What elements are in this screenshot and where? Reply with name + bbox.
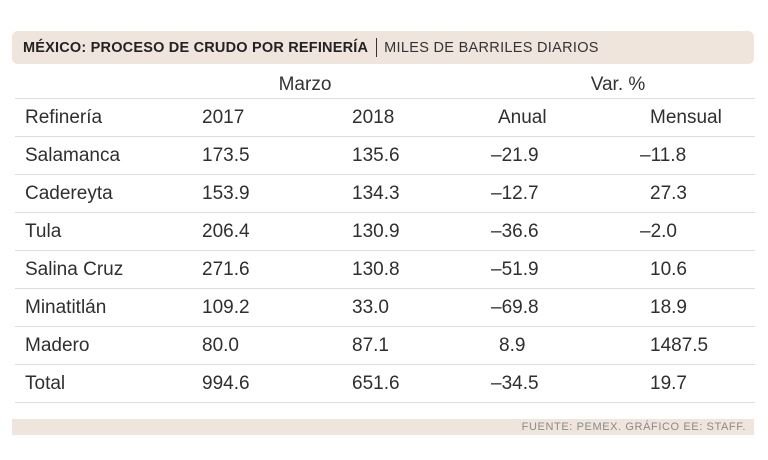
col-header-refineria: Refinería <box>25 107 103 128</box>
cell-2017: 109.2 <box>202 297 250 318</box>
cell-refinery: Tula <box>25 221 62 242</box>
cell-mensual-total: 19.7 <box>650 373 687 394</box>
cell-2017: 206.4 <box>202 221 250 242</box>
source-footer: FUENTE: PEMEX. GRÁFICO EE: STAFF. <box>12 419 754 435</box>
col-header-2017: 2017 <box>202 107 245 128</box>
title-divider <box>376 38 378 57</box>
cell-refinery: Minatitlán <box>25 297 107 318</box>
row-divider <box>15 174 755 175</box>
cell-2018: 130.8 <box>352 259 400 280</box>
cell-2018: 135.6 <box>352 145 400 166</box>
cell-2017: 271.6 <box>202 259 250 280</box>
row-divider <box>15 212 755 213</box>
cell-refinery-total: Total <box>25 373 66 394</box>
cell-anual-total: –34.5 <box>491 373 539 394</box>
cell-2018: 130.9 <box>352 221 400 242</box>
cell-mensual: –11.8 <box>640 145 687 166</box>
cell-2017-total: 994.6 <box>202 373 250 394</box>
cell-mensual: –2.0 <box>640 221 677 242</box>
cell-refinery: Cadereyta <box>25 183 113 204</box>
cell-anual: 8.9 <box>499 335 526 356</box>
cell-2017: 173.5 <box>202 145 250 166</box>
cell-anual: –36.6 <box>491 221 539 242</box>
table-title-bar: MÉXICO: PROCESO DE CRUDO POR REFINERÍA M… <box>12 31 754 64</box>
cell-2018-total: 651.6 <box>352 373 400 394</box>
cell-refinery: Salamanca <box>25 145 121 166</box>
table-title: MÉXICO: PROCESO DE CRUDO POR REFINERÍA <box>23 39 369 56</box>
row-divider <box>15 136 755 137</box>
cell-anual: –69.8 <box>491 297 539 318</box>
row-divider <box>15 364 755 365</box>
cell-refinery: Salina Cruz <box>25 259 124 280</box>
cell-refinery: Madero <box>25 335 90 356</box>
cell-mensual: 27.3 <box>650 183 687 204</box>
cell-2018: 134.3 <box>352 183 400 204</box>
cell-anual: –51.9 <box>491 259 539 280</box>
cell-anual: –21.9 <box>491 145 539 166</box>
row-divider <box>15 402 755 403</box>
col-header-2018: 2018 <box>352 107 395 128</box>
col-header-anual: Anual <box>498 107 547 128</box>
group-header-marzo: Marzo <box>278 74 332 95</box>
rule-under-group-header <box>15 98 755 99</box>
cell-2018: 87.1 <box>352 335 389 356</box>
cell-mensual: 1487.5 <box>650 335 709 356</box>
cell-anual: –12.7 <box>491 183 539 204</box>
table-subtitle: MILES DE BARRILES DIARIOS <box>384 39 599 56</box>
cell-mensual: 10.6 <box>650 259 687 280</box>
group-header-var: Var. % <box>590 74 646 95</box>
cell-2017: 153.9 <box>202 183 250 204</box>
cell-2018: 33.0 <box>352 297 389 318</box>
source-credit: FUENTE: PEMEX. GRÁFICO EE: STAFF. <box>521 421 746 433</box>
col-header-mensual: Mensual <box>650 107 722 128</box>
cell-mensual: 18.9 <box>650 297 687 318</box>
row-divider <box>15 326 755 327</box>
cell-2017: 80.0 <box>202 335 239 356</box>
row-divider <box>15 288 755 289</box>
row-divider <box>15 250 755 251</box>
